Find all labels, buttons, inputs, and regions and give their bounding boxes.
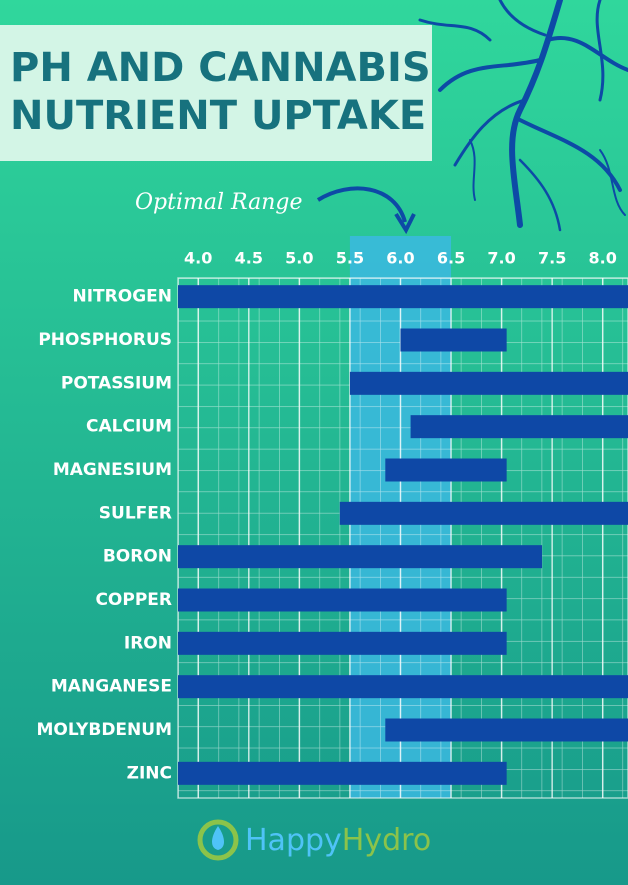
- y-tick-label: PHOSPHORUS: [38, 330, 172, 350]
- bar: [178, 631, 507, 655]
- logo: HappyHydro: [197, 819, 431, 861]
- bar: [339, 501, 628, 525]
- y-tick-label: MOLYBDENUM: [37, 720, 173, 740]
- x-tick-label: 8.0: [589, 249, 617, 268]
- y-tick-label: IRON: [124, 633, 172, 653]
- bar: [178, 675, 628, 699]
- grid-frame: [177, 277, 628, 799]
- x-tick-label: 7.0: [487, 249, 515, 268]
- x-tick-label: 7.5: [538, 249, 566, 268]
- x-tick-label: 6.5: [437, 249, 465, 268]
- bar: [410, 415, 628, 439]
- y-tick-label: NITROGEN: [73, 287, 173, 307]
- y-tick-label: POTASSIUM: [61, 373, 172, 393]
- arrow-head: [394, 212, 416, 235]
- arrow: [316, 186, 407, 223]
- chart-title-line: PH AND CANNABIS: [10, 45, 431, 91]
- minor-grid: [178, 278, 628, 798]
- plot: 4.0 4.5 5.0 5.5 6.0 6.5 7.0 7.5 8.0 NITROGEN PHOSP…: [37, 236, 628, 799]
- y-tick-label: SULFER: [99, 503, 172, 523]
- y-tick-label: MANGANESE: [51, 677, 172, 697]
- x-tick-label: 5.0: [285, 249, 313, 268]
- logo-drop: [212, 826, 224, 850]
- y-tick-label: MAGNESIUM: [53, 460, 172, 480]
- bar: [349, 371, 628, 395]
- roots-decoration: [418, 0, 628, 232]
- bar: [385, 718, 628, 742]
- y-tick-label: COPPER: [95, 590, 172, 610]
- x-tick-label: 5.5: [336, 249, 364, 268]
- title-banner: [0, 25, 432, 161]
- logo-text: HappyHydro: [245, 823, 431, 858]
- bar: [178, 588, 507, 612]
- x-tick-label: 6.0: [386, 249, 414, 268]
- x-tick-label: 4.0: [184, 249, 212, 268]
- y-tick-label: BORON: [103, 547, 172, 567]
- x-tick-label: 4.5: [235, 249, 263, 268]
- bar: [178, 761, 507, 785]
- y-tick-label: ZINC: [127, 763, 172, 783]
- y-tick-label: CALCIUM: [86, 417, 172, 437]
- logo-ring: [197, 819, 239, 861]
- chart-title-line: NUTRIENT UPTAKE: [10, 93, 426, 139]
- bar: [400, 328, 507, 352]
- highlight-label: Optimal Range: [135, 190, 302, 215]
- bar: [178, 545, 543, 569]
- bar: [385, 458, 507, 482]
- bar: [178, 285, 628, 309]
- logo-word: Happy: [245, 823, 342, 858]
- logo-word: Hydro: [342, 823, 431, 858]
